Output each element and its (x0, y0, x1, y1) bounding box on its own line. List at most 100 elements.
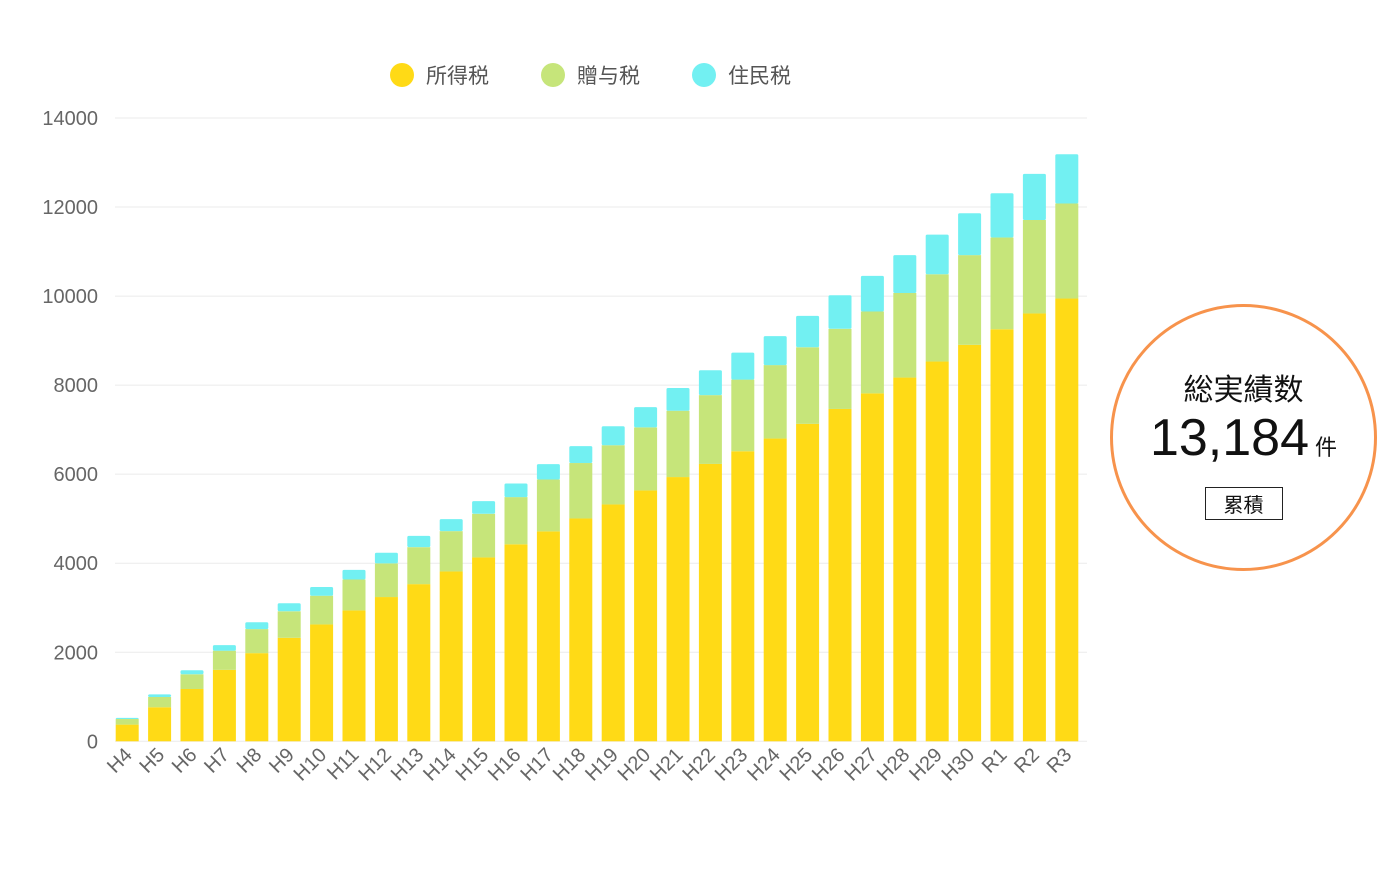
bar-segment (148, 697, 172, 708)
x-tick-label: H15 (452, 744, 494, 786)
bar-segment (731, 352, 755, 380)
x-tick-label: H12 (354, 744, 396, 786)
bar-segment (828, 408, 852, 742)
bar-segment (245, 629, 269, 654)
bar-stack (407, 535, 431, 742)
bar-segment (698, 395, 722, 464)
bar-segment (439, 571, 463, 742)
y-tick-label: 6000 (54, 464, 99, 486)
bar-segment (990, 193, 1014, 238)
bar-segment (990, 237, 1014, 330)
y-tick-label: 0 (87, 731, 98, 753)
bar-segment (958, 344, 982, 742)
bar-segment (148, 707, 172, 742)
bar-stack (472, 501, 496, 742)
x-tick-label: H24 (743, 744, 785, 786)
x-tick-label: H26 (808, 744, 850, 786)
x-tick-label: H27 (840, 744, 882, 786)
bar-segment (472, 501, 496, 514)
bar-segment (698, 370, 722, 396)
bar-segment (407, 584, 431, 742)
gridlines (115, 117, 1087, 742)
bar-segment (569, 518, 593, 742)
bar-segment (990, 329, 1014, 742)
bar-segment (763, 365, 787, 439)
bar-segment (1022, 313, 1046, 742)
bar-segment (958, 255, 982, 345)
bars (115, 154, 1079, 742)
bar-segment (893, 255, 917, 293)
y-tick-label: 4000 (54, 553, 99, 575)
bar-stack (1055, 154, 1079, 742)
bar-segment (860, 275, 884, 312)
bar-stack (148, 694, 172, 742)
bar-segment (374, 552, 398, 564)
bar-segment (536, 531, 560, 742)
x-tick-label: H18 (549, 744, 591, 786)
bar-segment (115, 717, 139, 720)
bar-stack (180, 670, 204, 742)
bar-stack (828, 295, 852, 742)
bar-stack (990, 193, 1014, 742)
x-tick-label: H11 (323, 744, 363, 784)
bar-segment (763, 438, 787, 742)
bar-segment (698, 463, 722, 742)
bar-stack (1022, 173, 1046, 742)
y-tick-label: 14000 (42, 108, 98, 130)
bar-segment (569, 446, 593, 464)
bar-segment (796, 423, 820, 742)
x-tick-label: H4 (103, 744, 137, 778)
bar-segment (731, 379, 755, 452)
bar-segment (666, 477, 690, 742)
x-axis: H4H5H6H7H8H9H10H11H12H13H14H15H16H17H18H… (103, 744, 1076, 786)
bar-stack (666, 388, 690, 742)
bar-stack (569, 446, 593, 742)
bar-segment (796, 347, 820, 424)
bar-segment (310, 595, 334, 625)
bar-segment (1055, 154, 1079, 204)
bar-stack (601, 426, 625, 742)
bar-segment (634, 490, 658, 742)
bar-segment (601, 445, 625, 505)
bar-segment (342, 610, 366, 742)
x-tick-label: H23 (711, 744, 753, 786)
legend-marker (390, 63, 414, 87)
summary-value: 13,184 (1149, 409, 1310, 467)
bar-stack (731, 352, 755, 742)
bar-segment (860, 393, 884, 742)
bar-segment (180, 670, 204, 675)
bar-stack (212, 645, 236, 742)
bar-stack (310, 587, 334, 742)
bar-segment (212, 650, 236, 670)
bar-segment (536, 464, 560, 480)
bar-stack (374, 552, 398, 742)
bar-segment (601, 426, 625, 446)
bar-segment (310, 624, 334, 742)
bar-segment (828, 295, 852, 329)
x-tick-label: H5 (135, 744, 169, 778)
x-tick-label: H14 (419, 744, 461, 786)
x-tick-label: H25 (776, 744, 818, 786)
legend-item: 住民税 (692, 63, 791, 88)
y-axis: 0 2000 4000 6000 8000 10000 12000 14000 (42, 108, 98, 753)
bar-segment (407, 535, 431, 548)
x-tick-label: H10 (290, 744, 332, 786)
bar-segment (666, 388, 690, 411)
legend-item: 所得税 (390, 63, 489, 88)
summary-title: 総実績数 (1183, 373, 1304, 408)
summary-badge: 累積 (1204, 487, 1283, 520)
bar-segment (925, 274, 949, 362)
x-tick-label: H7 (200, 744, 234, 778)
y-tick-label: 8000 (54, 375, 99, 397)
bar-segment (536, 479, 560, 532)
bar-stack (342, 569, 366, 742)
bar-segment (860, 311, 884, 394)
legend-marker (541, 63, 565, 87)
bar-segment (893, 377, 917, 742)
legend-label: 贈与税 (577, 64, 640, 88)
bar-segment (472, 557, 496, 742)
bar-segment (310, 587, 334, 596)
bar-segment (374, 597, 398, 742)
bar-segment (634, 427, 658, 491)
bar-segment (796, 315, 820, 348)
